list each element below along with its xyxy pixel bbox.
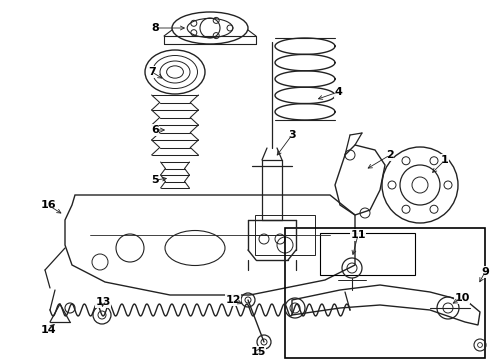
- Bar: [255, 215, 315, 255]
- Text: 1: 1: [441, 155, 449, 165]
- Bar: [320, 233, 415, 275]
- Text: 16: 16: [40, 200, 56, 210]
- Text: 11: 11: [350, 230, 366, 240]
- Text: 5: 5: [151, 175, 159, 185]
- Text: 8: 8: [151, 23, 159, 33]
- Text: 14: 14: [40, 325, 56, 335]
- Text: 4: 4: [334, 87, 342, 97]
- Text: 6: 6: [151, 125, 159, 135]
- Text: 2: 2: [386, 150, 394, 160]
- Text: 9: 9: [481, 267, 489, 277]
- Text: 10: 10: [454, 293, 470, 303]
- Text: 12: 12: [225, 295, 241, 305]
- Text: 15: 15: [250, 347, 266, 357]
- Bar: [285, 228, 485, 358]
- Text: 3: 3: [288, 130, 296, 140]
- Text: 13: 13: [96, 297, 111, 307]
- Text: 7: 7: [148, 67, 156, 77]
